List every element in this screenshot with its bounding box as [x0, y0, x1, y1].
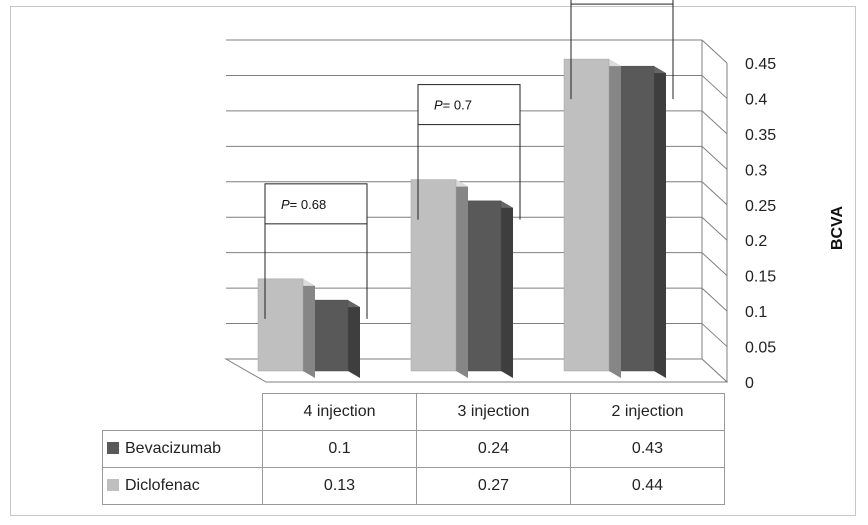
- y-tick-label: 0.1: [745, 304, 767, 321]
- bar-side: [609, 59, 621, 378]
- bar-side: [303, 278, 315, 378]
- p-value-annotations: P= 0.68P= 0.7P= 0.94: [264, 0, 674, 319]
- category-label: 4 injection: [262, 393, 417, 431]
- legend-label: Bevacizumab: [125, 439, 222, 457]
- p-value-label: P= 0.7: [434, 98, 472, 113]
- p-value-box: [264, 183, 368, 225]
- data-table: 4 injection 3 injection 2 injection Beva…: [102, 393, 725, 505]
- gridline-side: [701, 216, 728, 241]
- y-tick-label: 0.2: [745, 233, 767, 250]
- table-cell: 0.1: [262, 429, 417, 468]
- legend-swatch: [107, 478, 119, 491]
- table-cell: 0.44: [570, 466, 725, 505]
- legend-label: Diclofenac: [125, 476, 200, 494]
- y-axis: 0 0.05 0.1 0.15 0.2 0.25 0.3 0.35 0.4 0.45: [745, 56, 776, 392]
- legend-entry-diclofenac: Diclofenac: [102, 466, 263, 505]
- gridline-side: [701, 323, 728, 347]
- y-tick-label: 0.15: [745, 269, 776, 286]
- gridline-side: [701, 75, 728, 99]
- plot-area: [224, 39, 729, 383]
- bar-side: [654, 66, 666, 378]
- legend-entry-bevacizumab: Bevacizumab: [102, 429, 263, 468]
- table-cell: 0.24: [416, 429, 571, 468]
- p-value-label: P= 0.68: [281, 197, 326, 212]
- bar-side: [348, 300, 360, 378]
- table-cell: 0.43: [570, 429, 725, 468]
- table-header-row: 4 injection 3 injection 2 injection: [103, 393, 725, 431]
- y-tick-label: 0.3: [745, 162, 767, 179]
- bar-side: [456, 179, 468, 378]
- gridline-side: [701, 145, 728, 170]
- category-label: 2 injection: [570, 393, 725, 431]
- table-cell: 0.27: [416, 466, 571, 505]
- y-axis-label: BCVA: [829, 205, 846, 250]
- chart-frame: [10, 6, 856, 516]
- bar-side: [501, 200, 513, 378]
- y-tick-label: 0.35: [745, 127, 776, 144]
- gridline-side: [701, 287, 728, 312]
- gridline-side: [701, 39, 728, 64]
- table-cell: 0.13: [262, 466, 417, 505]
- p-value-box: [417, 84, 521, 126]
- bar: [563, 58, 610, 372]
- gridline-side: [701, 110, 728, 135]
- y-tick-label: 0.25: [745, 198, 776, 215]
- p-value-box: [570, 0, 674, 5]
- y-tick-label: 0.45: [745, 56, 776, 73]
- gridline-side: [701, 181, 728, 206]
- table-row-diclofenac: Diclofenac 0.13 0.27 0.44: [102, 466, 725, 505]
- y-tick-label: 0: [745, 375, 754, 392]
- table-row-bevacizumab: Bevacizumab 0.1 0.24 0.43: [102, 429, 725, 468]
- y-tick-label: 0.05: [745, 340, 776, 357]
- legend-swatch: [107, 441, 119, 454]
- gridline-side: [701, 252, 728, 277]
- category-label: 3 injection: [416, 393, 571, 431]
- y-tick-label: 0.4: [745, 91, 767, 108]
